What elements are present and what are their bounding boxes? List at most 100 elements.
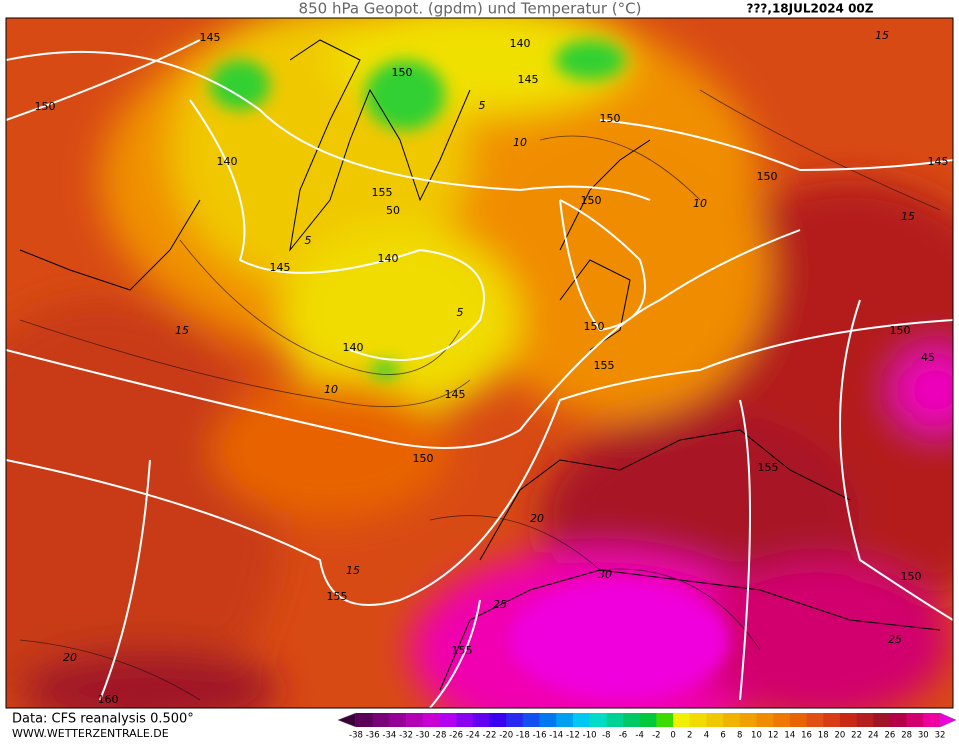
legend-label: 18 [818, 731, 829, 741]
contour-label: 145 [928, 155, 949, 168]
legend-label: 24 [868, 731, 879, 741]
color-legend: -38 -36 -34 -32 -30 -28 -26 -24 -22 -20 -18 -16 -14-… [337, 712, 957, 741]
contour-label: 150 [757, 170, 778, 183]
contour-label: 150 [413, 452, 434, 465]
temperature-label: 25 [493, 598, 507, 611]
legend-label: 6 [720, 731, 725, 741]
legend-label: -36 [366, 731, 380, 741]
legend-label: 26 [885, 731, 896, 741]
legend-label: -30 [416, 731, 430, 741]
contour-label: 140 [343, 341, 364, 354]
legend-swatch [706, 713, 724, 727]
legend-label: -34 [382, 731, 396, 741]
temperature-label: 10 [513, 136, 527, 149]
legend-swatch [489, 713, 507, 727]
temperature-label: 15 [901, 210, 915, 223]
legend-label: 2 [687, 731, 692, 741]
temperature-label: 5 [479, 99, 486, 112]
legend-swatch [622, 713, 640, 727]
contour-label: 155 [372, 186, 393, 199]
contour-label: 150 [35, 100, 56, 113]
contour-label: 150 [392, 66, 413, 79]
legend-label: 0 [670, 731, 675, 741]
legend-label: -16 [533, 731, 547, 741]
contour-label: 150 [600, 112, 621, 125]
temperature-label: 10 [324, 383, 338, 396]
contour-label: 145 [518, 73, 539, 86]
legend-swatch [773, 713, 791, 727]
legend-swatch [522, 713, 540, 727]
legend-label: 10 [751, 731, 762, 741]
legend-swatch [589, 713, 607, 727]
contour-label: 155 [594, 359, 615, 372]
map-frame [5, 17, 954, 709]
legend-swatch [856, 713, 874, 727]
legend-label: -28 [432, 731, 446, 741]
legend-label: -38 [349, 731, 363, 741]
legend-swatch [572, 713, 590, 727]
temperature-labels: 10 15 10 15 20 20 25 30 25 10 15 15 5 5 … [63, 29, 915, 664]
legend-label: -6 [619, 731, 627, 741]
legend-swatch [723, 713, 741, 727]
legend-label: 14 [784, 731, 795, 741]
legend-label: 30 [918, 731, 929, 741]
legend-swatch [789, 713, 807, 727]
contour-label: 155 [327, 590, 348, 603]
temperature-label: 25 [888, 633, 902, 646]
temperature-label: 15 [346, 564, 360, 577]
legend-swatch [656, 713, 674, 727]
legend-swatch [472, 713, 490, 727]
legend-label: -8 [602, 731, 610, 741]
temperature-label: 15 [175, 324, 189, 337]
legend-label: 12 [768, 731, 779, 741]
temperature-label: 10 [693, 197, 707, 210]
contour-label: 145 [270, 261, 291, 274]
contour-label: 150 [901, 570, 922, 583]
temperature-label: 20 [63, 651, 77, 664]
data-source: Data: CFS reanalysis 0.500° [12, 712, 194, 727]
legend-label: -18 [516, 731, 530, 741]
legend-label: -20 [499, 731, 513, 741]
legend-swatch [873, 713, 891, 727]
legend-swatch [556, 713, 574, 727]
contour-label: 150 [890, 324, 911, 337]
legend-swatch [539, 713, 557, 727]
map-title: 850 hPa Geopot. (gpdm) und Temperatur (°… [299, 0, 642, 18]
temperature-label: 15 [875, 29, 889, 42]
legend-swatch [456, 713, 474, 727]
legend-swatch [422, 713, 440, 727]
legend-swatch [439, 713, 457, 727]
legend-swatch [356, 713, 373, 727]
contour-label: 140 [217, 155, 238, 168]
website: WWW.WETTERZENTRALE.DE [12, 727, 169, 740]
legend-label: 4 [704, 731, 709, 741]
legend-swatch [906, 713, 924, 727]
contour-label: 160 [98, 693, 119, 706]
contour-label: 50 [386, 204, 400, 217]
run-date: ???,18JUL2024 00Z [747, 2, 874, 16]
temperature-label: 5 [457, 306, 464, 319]
contour-label: 140 [378, 252, 399, 265]
contour-label: 145 [445, 388, 466, 401]
legend-swatch [506, 713, 524, 727]
legend-swatch [839, 713, 857, 727]
legend-label: -26 [449, 731, 463, 741]
contour-labels: 145 150 140 145 155 50 150 140 145 150 1… [35, 31, 949, 706]
temperature-label: 5 [305, 234, 312, 247]
legend-label: 32 [935, 731, 946, 741]
temperature-label: 20 [530, 512, 544, 525]
legend-swatch [806, 713, 824, 727]
legend-swatch [389, 713, 407, 727]
contour-label: 45 [921, 351, 935, 364]
legend-arrow [939, 712, 957, 728]
legend-swatch [606, 713, 624, 727]
legend-label: 8 [737, 731, 742, 741]
legend-swatch [823, 713, 841, 727]
legend-arrow [337, 712, 357, 728]
legend-label: 22 [851, 731, 862, 741]
legend-swatch [372, 713, 390, 727]
temperature-label: 30 [598, 568, 612, 581]
legend-swatch [756, 713, 774, 727]
